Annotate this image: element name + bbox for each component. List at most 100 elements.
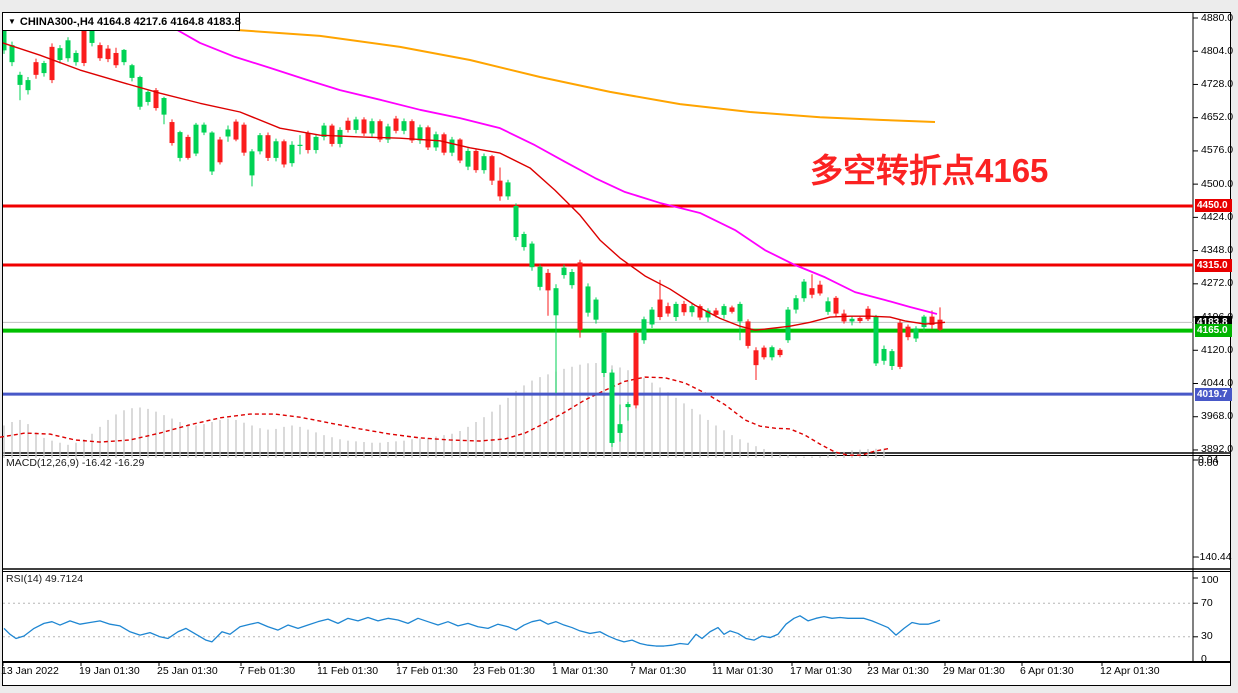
bull-candle-body — [9, 45, 15, 63]
ma-fast-red-line — [3, 42, 946, 331]
bear-candle-body — [305, 133, 311, 151]
time-axis-label: 7 Mar 01:30 — [630, 665, 687, 677]
chart-title-bar[interactable]: ▼ CHINA300-,H4 4164.8 4217.6 4164.8 4183… — [2, 12, 241, 31]
bear-candle-body — [217, 139, 223, 163]
bull-candle-body — [785, 309, 791, 341]
bull-candle-body — [65, 40, 71, 59]
bear-candle-body — [665, 306, 671, 314]
time-axis-label: 6 Apr 01:30 — [1020, 665, 1074, 677]
bull-candle-body — [401, 121, 407, 131]
price-tick-label: 4272.0 — [1201, 277, 1234, 290]
bull-candle-body — [41, 63, 47, 74]
bull-candle-body — [689, 306, 695, 313]
bull-candle-body — [177, 132, 183, 158]
bear-candle-body — [425, 127, 431, 148]
macd-signal-line — [0, 376, 889, 456]
bull-candle-body — [553, 288, 559, 316]
bull-candle-body — [649, 309, 655, 325]
bull-candle-body — [321, 125, 327, 137]
time-axis-label: 19 Jan 01:30 — [79, 665, 140, 677]
collapse-icon[interactable]: ▼ — [8, 16, 16, 26]
bear-candle-body — [457, 139, 463, 161]
bear-candle-body — [857, 317, 863, 321]
bear-candle-body — [33, 62, 39, 75]
bear-candle-body — [929, 316, 935, 325]
bear-candle-body — [473, 150, 479, 171]
bear-candle-body — [241, 124, 247, 153]
bull-candle-body — [193, 124, 199, 154]
bull-candle-body — [57, 48, 63, 60]
bear-candle-body — [777, 349, 783, 356]
time-axis-label: 29 Mar 01:30 — [943, 665, 1005, 677]
resistance-badge-4315[interactable]: 4315.0 — [1195, 258, 1232, 272]
bull-candle-body — [849, 318, 855, 322]
bull-candle-body — [921, 316, 927, 328]
bull-candle-body — [465, 150, 471, 167]
bull-candle-body — [337, 129, 343, 144]
bear-candle-body — [233, 121, 239, 140]
bull-candle-body — [585, 286, 591, 313]
bull-candle-body — [513, 205, 519, 238]
bear-candle-body — [657, 299, 663, 318]
bull-candle-body — [625, 404, 631, 408]
bull-candle-body — [481, 156, 487, 171]
bear-candle-body — [897, 322, 903, 367]
main-pane[interactable] — [2, 19, 1194, 447]
resistance-badge-4450[interactable]: 4450.0 — [1195, 199, 1232, 213]
macd-axis-min-label: -140.44 — [1196, 551, 1232, 563]
time-axis-label: 13 Jan 2022 — [1, 665, 59, 677]
bull-candle-body — [529, 243, 535, 268]
chart-window[interactable] — [2, 12, 1231, 686]
bear-candle-body — [809, 288, 815, 295]
price-tick-label: 4120.0 — [1201, 343, 1234, 356]
time-axis-label: 17 Feb 01:30 — [396, 665, 458, 677]
bull-candle-body — [249, 151, 255, 176]
bear-candle-body — [81, 28, 87, 64]
bear-candle-body — [393, 118, 399, 131]
bear-candle-body — [97, 45, 103, 59]
bear-candle-body — [169, 122, 175, 144]
bull-candle-body — [673, 303, 679, 318]
bear-candle-body — [833, 297, 839, 314]
bear-candle-body — [265, 135, 271, 158]
ma-mid-magenta-line — [141, 13, 938, 315]
bear-candle-body — [345, 120, 351, 130]
bull-candle-body — [793, 298, 799, 310]
time-axis-label: 1 Mar 01:30 — [552, 665, 609, 677]
time-axis-label: 23 Mar 01:30 — [867, 665, 929, 677]
price-tick-label: 4728.0 — [1201, 77, 1234, 90]
bull-candle-body — [873, 317, 879, 364]
bull-candle-body — [121, 49, 127, 63]
support-badge-4019[interactable]: 4019.7 — [1195, 387, 1232, 401]
bull-candle-body — [289, 144, 295, 164]
macd-axis-zero-label: 0.00 — [1198, 457, 1219, 469]
bear-candle-body — [865, 308, 871, 320]
bull-candle-body — [889, 351, 895, 367]
bull-candle-body — [569, 272, 575, 286]
bull-candle-body — [225, 129, 231, 137]
price-tick-label: 4044.0 — [1201, 376, 1234, 389]
price-tick-label: 3892.0 — [1201, 443, 1234, 456]
time-axis-label: 11 Feb 01:30 — [317, 665, 379, 677]
bear-candle-body — [113, 52, 119, 66]
bear-candle-body — [281, 141, 287, 165]
bull-candle-body — [641, 319, 647, 341]
bull-candle-body — [537, 266, 543, 287]
rsi-level-label: 100 — [1201, 574, 1219, 586]
bull-candle-body — [353, 119, 359, 130]
bull-candle-body — [521, 233, 527, 248]
support-badge-4165[interactable]: 4165.0 — [1195, 324, 1232, 338]
bull-candle-body — [257, 135, 263, 152]
bull-candle-body — [137, 77, 143, 107]
bear-candle-body — [489, 156, 495, 181]
bear-candle-body — [441, 134, 447, 153]
bear-candle-body — [817, 284, 823, 294]
chart-text-annotation[interactable]: 多空转折点4165 — [810, 152, 1049, 189]
price-tick-label: 3968.0 — [1201, 410, 1234, 423]
bear-candle-body — [185, 136, 191, 158]
bear-candle-body — [409, 121, 415, 141]
bull-candle-body — [369, 121, 375, 134]
bull-candle-body — [609, 372, 615, 443]
